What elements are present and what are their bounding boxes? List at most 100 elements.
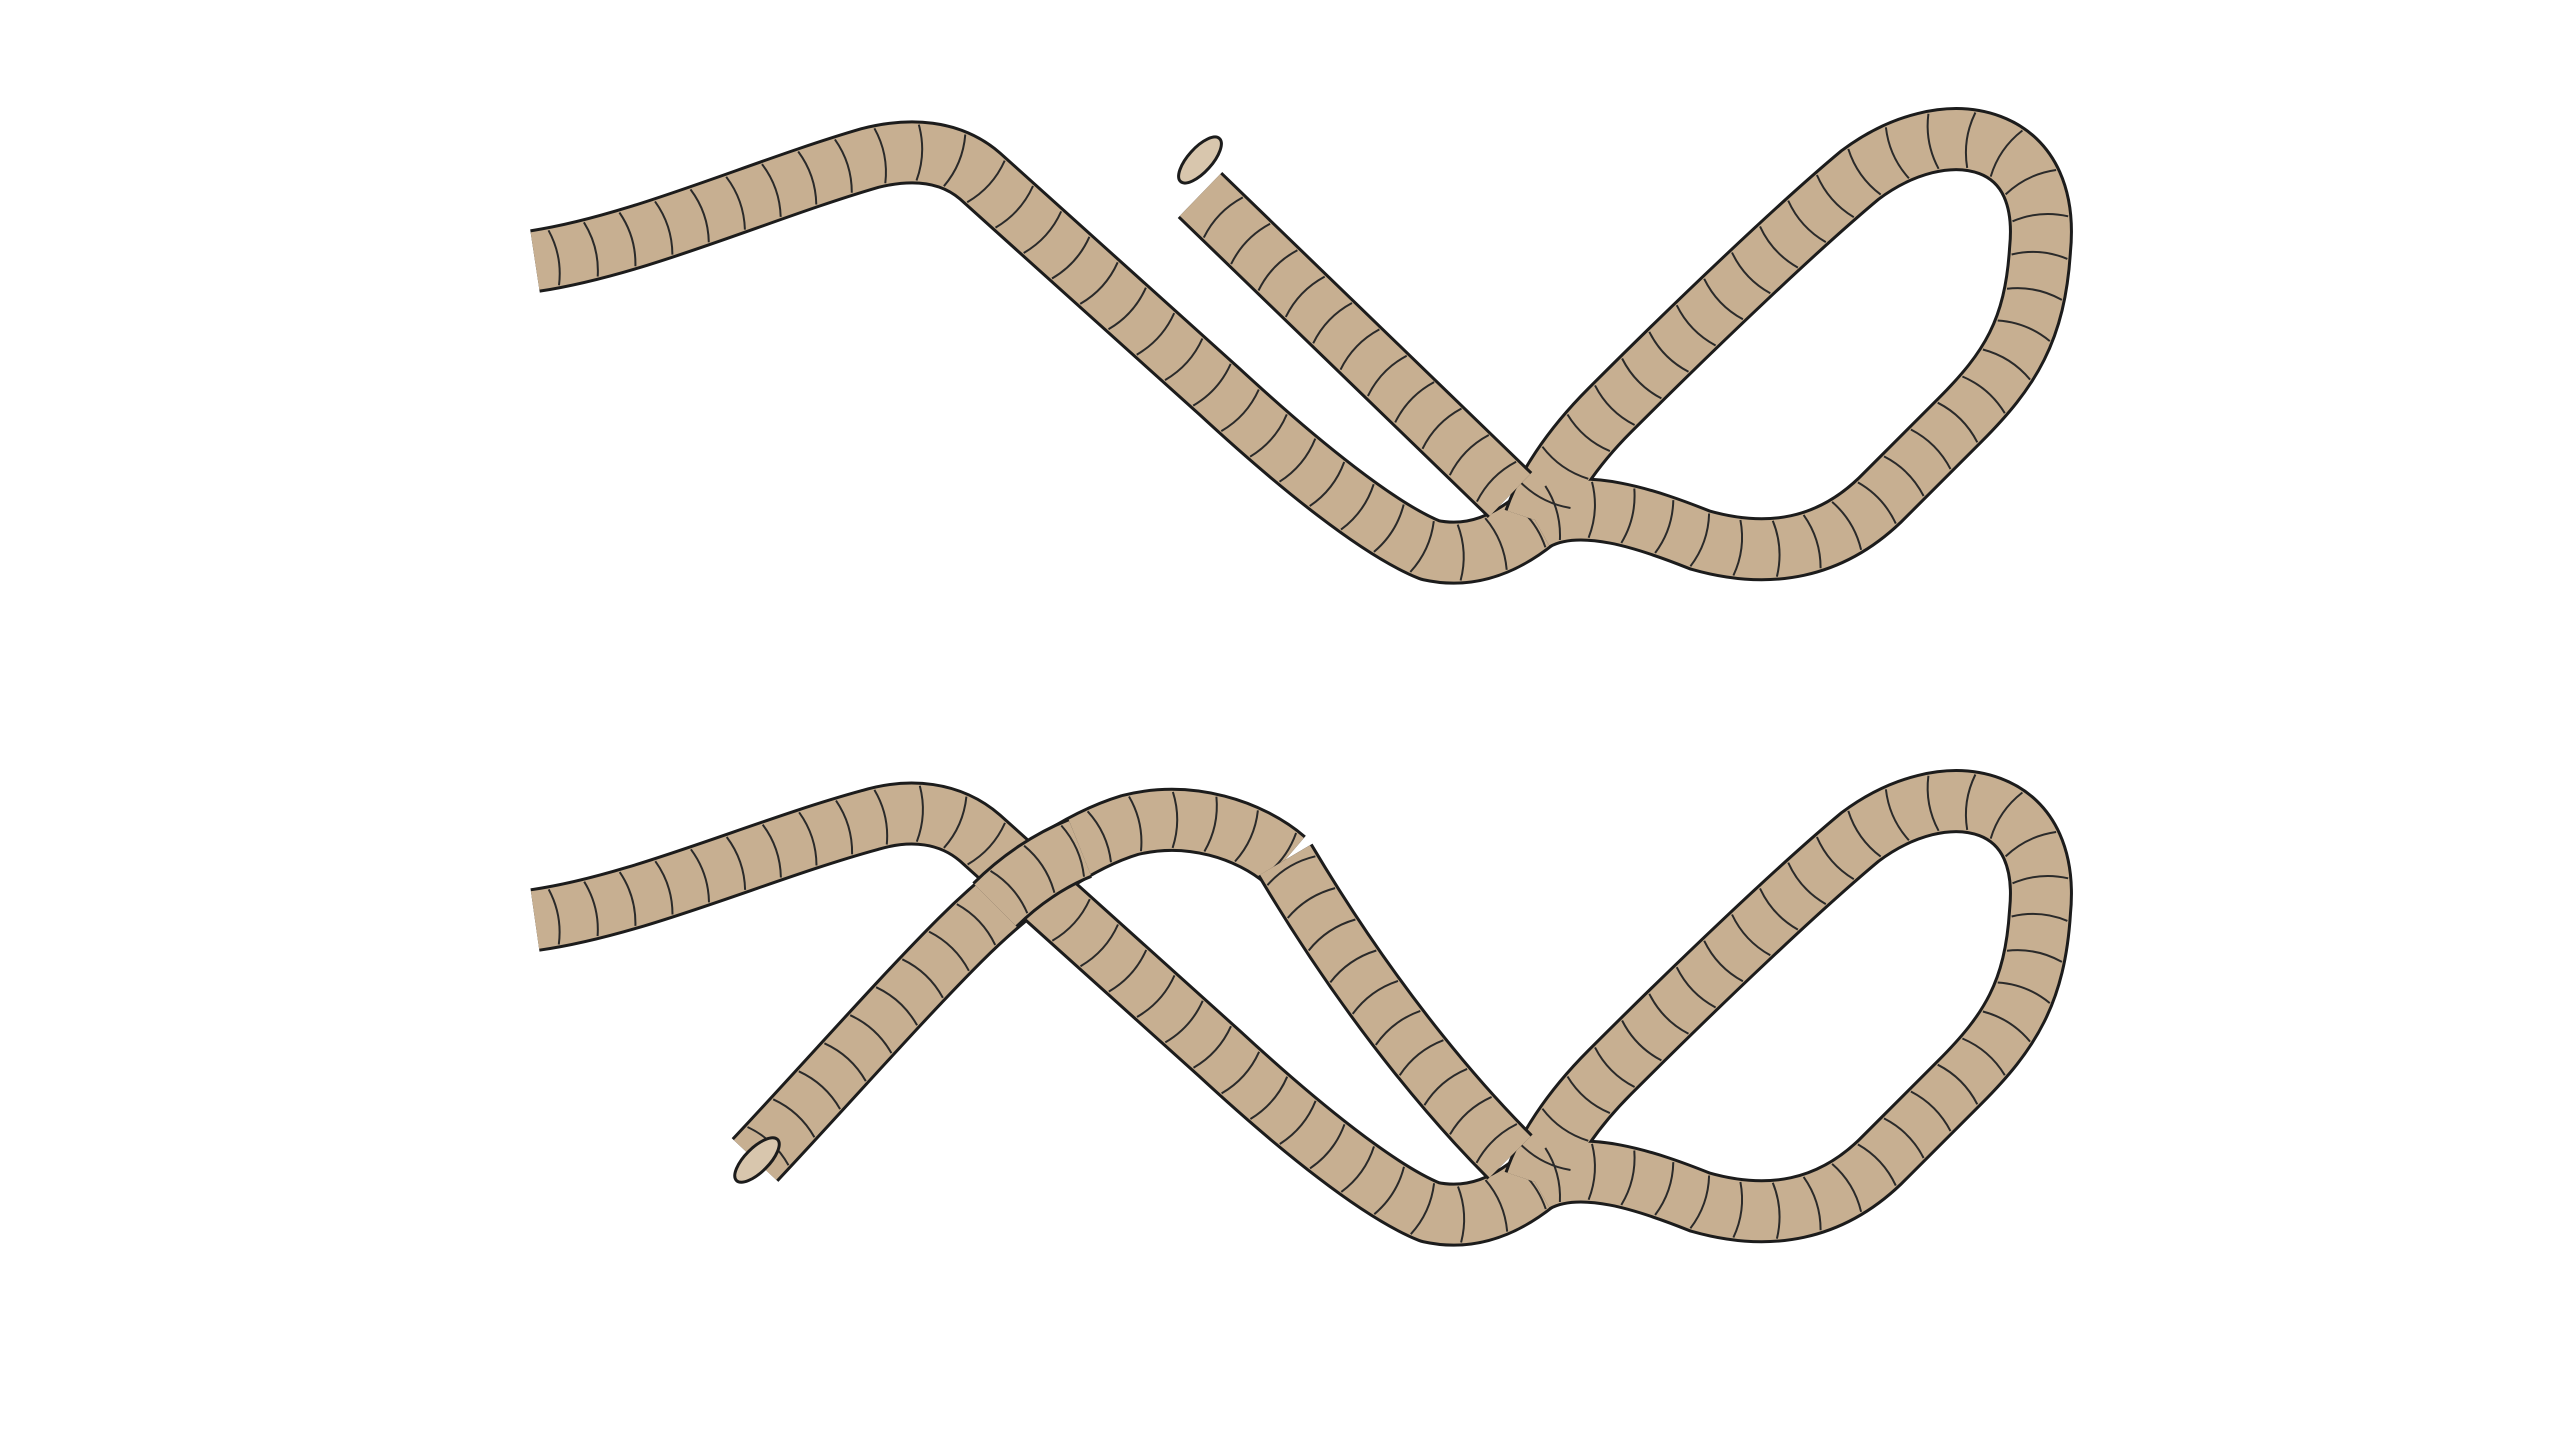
rope-twist-line	[849, 1014, 893, 1054]
rope-twist-line	[1759, 225, 1799, 269]
rope-twist-line	[1997, 981, 2051, 1004]
rope-twist-line	[2011, 250, 2068, 260]
rope-twist-line	[1654, 1162, 1675, 1216]
rope-twist-line	[1351, 979, 1399, 1015]
rope-twist-line	[1484, 1179, 1509, 1232]
rope-twist-line	[1373, 1166, 1405, 1215]
rope-twist-line	[1421, 407, 1462, 450]
rope-twist-line	[1648, 993, 1689, 1035]
rope-twist-line	[1192, 363, 1232, 407]
rope-twist-line	[1587, 1143, 1596, 1201]
rope-twist-line	[1787, 862, 1827, 905]
rope-twist-line	[1221, 1051, 1261, 1095]
rope-twist-line	[1284, 275, 1326, 318]
rope-body	[530, 784, 1554, 1244]
rope-twist-line	[1234, 810, 1259, 863]
rope-twist-line	[1398, 1039, 1444, 1076]
rope-twist-line	[967, 822, 1006, 866]
rope-twist-line	[1107, 287, 1147, 331]
rope-twist-line	[1857, 481, 1897, 525]
rope-twist-line	[1409, 520, 1435, 573]
rope-twist-line	[1847, 148, 1882, 196]
rope-twist-line	[1620, 1150, 1636, 1206]
rope-twist-line	[1883, 1117, 1925, 1159]
rope-twist-line	[1279, 1100, 1317, 1145]
rope-twist-line	[1989, 129, 2024, 177]
rope-twist-line	[2011, 912, 2068, 922]
rope-twist-line	[1051, 898, 1091, 942]
rope-end-cap-shape	[733, 1136, 781, 1184]
rope-twist-line	[1787, 200, 1827, 243]
rope-twist-line	[1086, 810, 1112, 863]
rope-twist-line	[618, 211, 637, 267]
rope-twist-line	[1675, 304, 1717, 347]
rope-working-end-over	[1257, 843, 1533, 1180]
rope-twist-line	[1982, 348, 2031, 381]
rope-twist-line	[1249, 1076, 1289, 1120]
rope-twist-line	[1051, 236, 1091, 280]
rope-twist-line	[1566, 413, 1611, 453]
rope-twist-line	[1883, 455, 1925, 497]
rope-twist-line	[1541, 446, 1589, 480]
rope-twist-line	[583, 881, 599, 937]
rope-twist-line	[583, 221, 599, 277]
rope-twist-line	[2006, 287, 2063, 301]
rope-twist-line	[915, 785, 924, 843]
rope-twist-line	[1703, 278, 1744, 321]
rope-twist-line	[1910, 428, 1952, 470]
rope-twist-line	[690, 848, 710, 903]
rope-twist-line	[1703, 940, 1744, 983]
rope-twist-line	[1128, 795, 1143, 852]
rope-twist-line	[1926, 775, 1940, 832]
rope-twist-line	[1171, 791, 1179, 849]
rope-twist-line	[1367, 354, 1408, 397]
rope-body	[530, 123, 1554, 582]
rope-twist-line	[1329, 949, 1377, 984]
rope-twist-line	[798, 1070, 841, 1110]
rope-twist-line	[1989, 791, 2024, 839]
rope-twist-line	[1566, 1075, 1611, 1115]
rope-twist-line	[1456, 524, 1465, 581]
knot-step-2	[530, 769, 2073, 1247]
rope-twist-line	[1802, 514, 1822, 569]
rope-twist-line	[1136, 974, 1176, 1018]
rope-twist-line	[1307, 918, 1356, 952]
rope-twist-line	[1831, 501, 1863, 551]
rope-twist-line	[873, 789, 889, 845]
rope-twist-line	[1964, 112, 1977, 169]
rope-twist-line	[1079, 924, 1119, 968]
rope-twist-line	[1997, 319, 2051, 342]
rope-twist-line	[1771, 520, 1781, 577]
rope-twist-line	[725, 836, 747, 890]
rope-twist-line	[1203, 796, 1218, 853]
rope-twist-line	[1926, 113, 1940, 170]
rope-twist-line	[1594, 1046, 1636, 1088]
rope-twist-line	[761, 163, 782, 217]
rope-twist-line	[1374, 1009, 1421, 1046]
rope-twist-line	[1594, 384, 1636, 426]
rope-twist-line	[1286, 887, 1336, 919]
rope-twist-line	[1164, 1000, 1204, 1044]
rope-twist-line	[1937, 401, 1979, 443]
rope-twist-line	[1732, 519, 1744, 576]
rope-twist-line	[1654, 500, 1675, 554]
rope-working-end	[1177, 172, 1533, 518]
rope-twist-line	[875, 986, 918, 1026]
rope-twist-line	[772, 1098, 816, 1138]
rope-twist-line	[1136, 312, 1176, 356]
rope-twist-line	[1060, 824, 1085, 877]
rope-twist-line	[1621, 1020, 1662, 1062]
rope-working-end-crossing	[972, 818, 1093, 928]
rope-twist-line	[1023, 210, 1063, 254]
rope-twist-line	[1475, 1123, 1518, 1164]
rope-twist-line	[654, 200, 674, 255]
rope-twist-line	[1544, 485, 1561, 541]
rope-twist-line	[1340, 483, 1375, 531]
rope-twist-line	[1278, 438, 1317, 483]
rope-twist-line	[1831, 1163, 1863, 1213]
rope-twist-line	[834, 138, 853, 193]
rope-twist-line	[547, 229, 561, 286]
rope-twist-line	[915, 124, 924, 181]
rope-twist-line	[1541, 1108, 1589, 1142]
